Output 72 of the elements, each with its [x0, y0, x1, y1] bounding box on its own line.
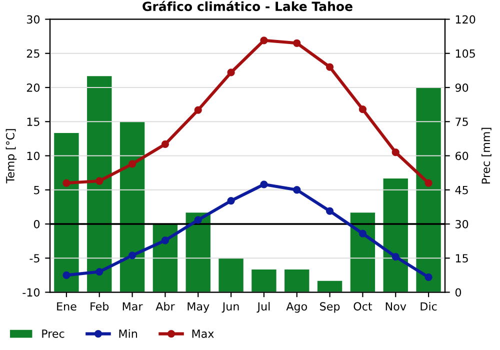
bar — [284, 270, 310, 292]
x-tick-label: Nov — [386, 302, 406, 311]
point — [128, 252, 136, 260]
bar — [120, 122, 145, 292]
point — [260, 36, 268, 44]
y2-tick-label: 105 — [456, 49, 475, 58]
point — [392, 252, 400, 261]
point — [194, 216, 202, 224]
y-tick-label: -5 — [30, 254, 40, 263]
y2-tick-label: 90 — [455, 83, 468, 92]
x-tick-label: Oct — [354, 302, 372, 311]
y2-tick-label: 0 — [455, 288, 462, 297]
bar — [252, 270, 276, 292]
x-tick-label: Jun — [222, 302, 239, 313]
y-tick-label: 30 — [26, 15, 40, 24]
bar — [186, 212, 210, 292]
bar — [317, 280, 342, 292]
y2-tick-label: 60 — [456, 152, 468, 160]
legend-label: Max — [192, 330, 214, 338]
point — [161, 236, 170, 244]
x-tick-label: May — [188, 302, 210, 313]
point — [424, 273, 432, 282]
bar — [416, 88, 441, 292]
point — [194, 106, 202, 114]
point — [358, 230, 367, 238]
point — [424, 179, 432, 187]
bar — [87, 76, 112, 292]
point — [326, 207, 334, 215]
point — [358, 106, 367, 114]
bar — [218, 258, 244, 292]
point — [62, 179, 70, 187]
y2-tick-label: 45 — [455, 186, 468, 194]
x-tick-label: Jul — [256, 302, 270, 313]
x-tick-label: Sep — [320, 302, 340, 313]
x-tick-label: Abr — [156, 302, 175, 311]
x-tick-label: Feb — [90, 302, 109, 311]
x-tick-label: Ago — [286, 302, 307, 313]
point — [161, 140, 170, 148]
point — [96, 177, 104, 185]
y2-tick-label: 30 — [456, 220, 468, 228]
y-tick-label: 5 — [34, 186, 40, 194]
point — [326, 63, 334, 71]
y2-tick-label: 120 — [456, 15, 476, 24]
point — [128, 160, 136, 168]
y2-tick-label: 75 — [456, 118, 468, 126]
point — [227, 68, 235, 76]
point — [293, 39, 301, 47]
y-tick-label: 10 — [27, 152, 40, 160]
point — [227, 196, 235, 205]
x-tick-label: Ene — [57, 302, 76, 311]
point — [392, 148, 400, 156]
y-axis-title: Temp [°C] — [6, 129, 17, 184]
bar — [383, 178, 408, 292]
y-tick-label: 0 — [34, 220, 40, 228]
y-tick-label: 15 — [27, 118, 40, 126]
point — [293, 186, 301, 194]
y-tick-label: 20 — [26, 83, 40, 92]
point — [260, 180, 268, 188]
bar — [350, 212, 376, 292]
x-tick-label: Mar — [122, 302, 143, 311]
bar — [54, 133, 79, 292]
legend-label: Min — [119, 329, 137, 338]
legend-label: Prec — [42, 330, 64, 338]
y-tick-label: 25 — [26, 49, 40, 58]
point — [62, 271, 70, 280]
y2-tick-label: 15 — [456, 254, 468, 263]
point — [96, 268, 104, 276]
y2-axis-title: Prec [mm] — [481, 128, 492, 184]
chart-title: Gráfico climático - Lake Tahoe — [142, 0, 352, 12]
y-tick-label: -10 — [22, 288, 40, 297]
bar — [152, 224, 178, 292]
x-tick-label: Dic — [420, 302, 437, 311]
